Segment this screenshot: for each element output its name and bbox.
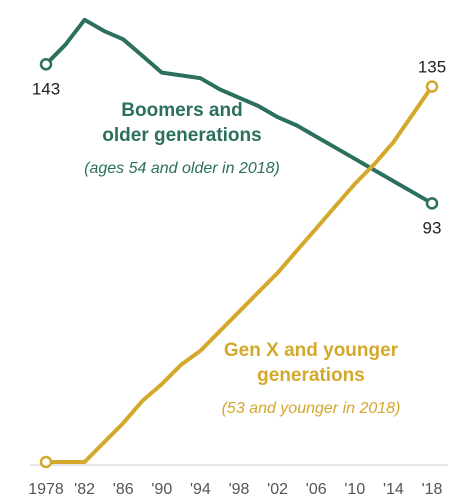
boomers-series-note: (ages 54 and older in 2018) <box>84 160 280 177</box>
x-tick-label: '14 <box>383 481 404 498</box>
x-tick-label: '82 <box>74 481 95 498</box>
end-labels: 143 93 135 <box>32 58 446 238</box>
x-tick-label: '90 <box>151 481 172 498</box>
genx-label-line1: Gen X and younger <box>223 340 399 361</box>
series-0-end-marker <box>425 197 439 210</box>
x-tick-label: '02 <box>267 481 288 498</box>
x-tick-label: '18 <box>422 481 443 498</box>
genx-label-line2: generations <box>257 365 365 386</box>
genx-series-label: Gen X and younger generations <box>186 338 436 388</box>
series-1-start-marker <box>39 455 53 469</box>
x-tick-label: '86 <box>113 481 134 498</box>
boomers-end-value: 93 <box>423 218 442 237</box>
boomers-label-line2: older generations <box>102 125 262 146</box>
x-tick-label: 1978 <box>28 481 64 498</box>
boomers-series-label: Boomers and older generations <box>72 98 292 148</box>
series-line-0 <box>44 17 434 206</box>
genx-series-note: (53 and younger in 2018) <box>221 400 401 417</box>
boomers-label-line1: Boomers and <box>121 100 243 121</box>
series-layer <box>39 17 439 469</box>
x-tick-label: '98 <box>229 481 250 498</box>
boomers-start-value: 143 <box>32 79 60 98</box>
series-1-end-marker <box>425 80 439 93</box>
genx-end-value: 135 <box>418 58 446 77</box>
series-line-1 <box>44 84 434 464</box>
x-tick-label: '94 <box>190 481 211 498</box>
x-tick-label: '06 <box>306 481 327 498</box>
x-tick-label: '10 <box>344 481 365 498</box>
series-0-start-marker <box>39 58 53 71</box>
x-axis-ticks: 1978 '82 '86 '90 '94 '98 '02 '06 '10 '14 '18 <box>28 481 442 498</box>
